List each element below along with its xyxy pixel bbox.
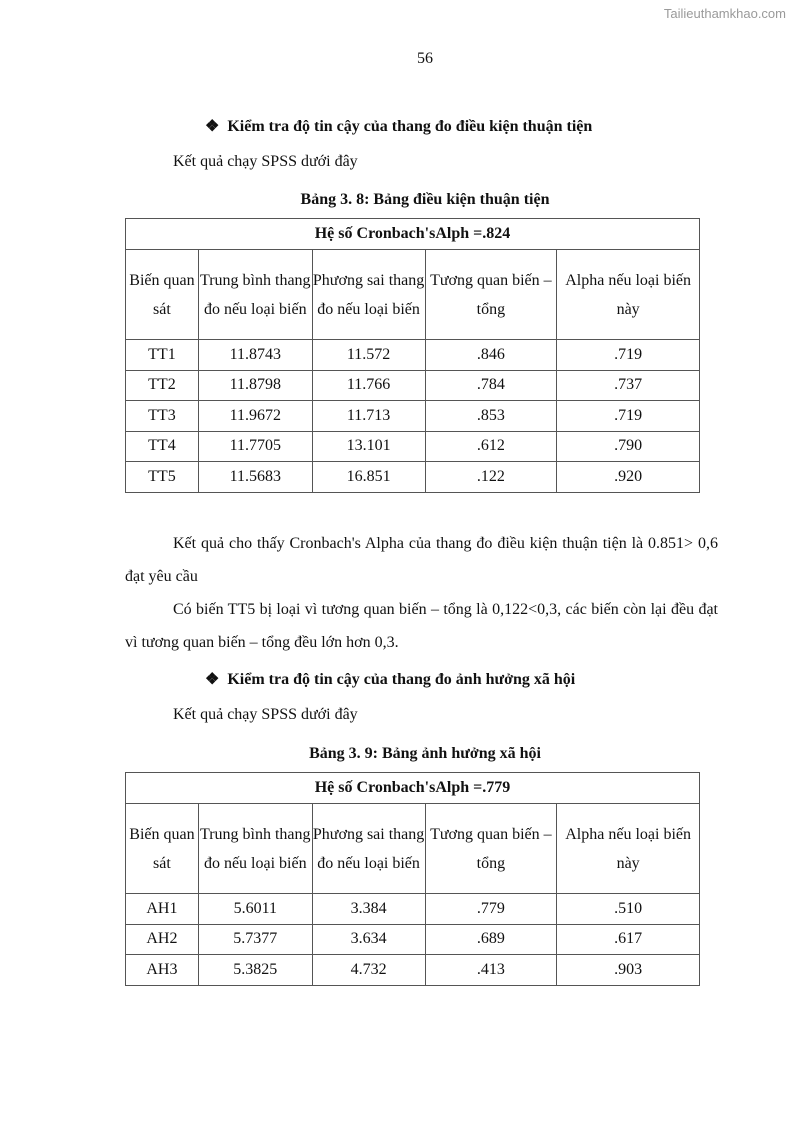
paragraph-1: Kết quả cho thấy Cronbach's Alpha của th… [125, 535, 718, 585]
heading-text: Kiểm tra độ tin cậy của thang đo điều ki… [227, 118, 593, 135]
table-cell: .903 [556, 954, 700, 986]
table-cell: .779 [424, 893, 558, 925]
table-cell: .719 [556, 339, 700, 371]
column-header: Alpha nếu loại biến này [556, 249, 700, 340]
table-row: AH3 5.3825 4.732.413.903 [125, 954, 700, 986]
table-cell: TT5 [125, 461, 199, 493]
table-1: Hệ số Cronbach'sAlph =.824 Biến quan sát… [125, 218, 700, 493]
section-heading-1: ❖ Kiểm tra độ tin cậy của thang đo điều … [205, 116, 592, 136]
table-cell: 16.851 [311, 461, 426, 493]
heading-text: Kiểm tra độ tin cậy của thang đo ảnh hưở… [227, 671, 576, 688]
table-cell: 11.8743 [197, 339, 313, 371]
table-row: TT2 11.8798 11.766.784.737 [125, 369, 700, 401]
table-row: AH2 5.7377 3.634.689.617 [125, 923, 700, 955]
table-cell: .122 [424, 461, 558, 493]
table-cell: 11.8798 [197, 369, 313, 401]
table-cell: 4.732 [311, 954, 426, 986]
table-cell: AH2 [125, 923, 199, 955]
table-cell: 11.7705 [197, 430, 313, 462]
table-cell: 11.572 [311, 339, 426, 371]
table-caption-1: Bảng 3. 8: Bảng điều kiện thuận tiện [300, 191, 550, 208]
table-row: TT4 11.7705 13.101.612.790 [125, 430, 700, 462]
section-heading-2: ❖ Kiểm tra độ tin cậy của thang đo ảnh h… [205, 669, 575, 689]
table-cell: 5.3825 [197, 954, 313, 986]
column-header: Phương sai thang đo nếu loại biến [311, 249, 426, 340]
column-header: Trung bình thang đo nếu loại biến [197, 803, 313, 894]
page-number: 56 [417, 50, 433, 67]
table-row: TT3 11.9672 11.713.853.719 [125, 400, 700, 432]
table-cell: TT1 [125, 339, 199, 371]
table-cell: .784 [424, 369, 558, 401]
table-cell: .853 [424, 400, 558, 432]
table-row: TT1 11.8743 11.572.846.719 [125, 339, 700, 371]
diamond-bullet-icon: ❖ [205, 671, 220, 688]
column-header: Tương quan biến – tổng [424, 803, 558, 894]
table-cell: .737 [556, 369, 700, 401]
diamond-bullet-icon: ❖ [205, 118, 220, 135]
table-cell: TT4 [125, 430, 199, 462]
watermark: Tailieuthamkhao.com [663, 6, 786, 21]
table-caption-2: Bảng 3. 9: Bảng ảnh hưởng xã hội [309, 745, 541, 762]
table-cell: AH1 [125, 893, 199, 925]
table-cell: 3.634 [311, 923, 426, 955]
table-cell: .689 [424, 923, 558, 955]
table-cell: 11.5683 [197, 461, 313, 493]
table-title: Hệ số Cronbach'sAlph =.779 [125, 772, 700, 804]
table-cell: TT3 [125, 400, 199, 432]
column-header: Alpha nếu loại biến này [556, 803, 700, 894]
intro-text-2: Kết quả chạy SPSS dưới đây [173, 706, 358, 723]
table-row: AH1 5.6011 3.384.779.510 [125, 893, 700, 925]
table-cell: .719 [556, 400, 700, 432]
table-cell: .790 [556, 430, 700, 462]
table-cell: 11.713 [311, 400, 426, 432]
paragraph-2: Có biến TT5 bị loại vì tương quan biến –… [125, 601, 718, 651]
intro-text-1: Kết quả chạy SPSS dưới đây [173, 153, 358, 170]
table-cell: .413 [424, 954, 558, 986]
table-cell: TT2 [125, 369, 199, 401]
table-cell: .846 [424, 339, 558, 371]
table-cell: .612 [424, 430, 558, 462]
table-row: TT5 11.5683 16.851.122.920 [125, 461, 700, 493]
table-cell: 3.384 [311, 893, 426, 925]
column-header: Tương quan biến – tổng [424, 249, 558, 340]
table-cell: 11.9672 [197, 400, 313, 432]
column-header: Biến quan sát [125, 803, 199, 894]
table-cell: .617 [556, 923, 700, 955]
table-2: Hệ số Cronbach'sAlph =.779 Biến quan sát… [125, 772, 700, 986]
table-cell: 5.6011 [197, 893, 313, 925]
column-header: Trung bình thang đo nếu loại biến [197, 249, 313, 340]
column-header: Phương sai thang đo nếu loại biến [311, 803, 426, 894]
table-cell: .510 [556, 893, 700, 925]
table-cell: .920 [556, 461, 700, 493]
table-cell: 13.101 [311, 430, 426, 462]
column-header: Biến quan sát [125, 249, 199, 340]
table-cell: AH3 [125, 954, 199, 986]
table-cell: 5.7377 [197, 923, 313, 955]
table-title: Hệ số Cronbach'sAlph =.824 [125, 218, 700, 250]
table-cell: 11.766 [311, 369, 426, 401]
